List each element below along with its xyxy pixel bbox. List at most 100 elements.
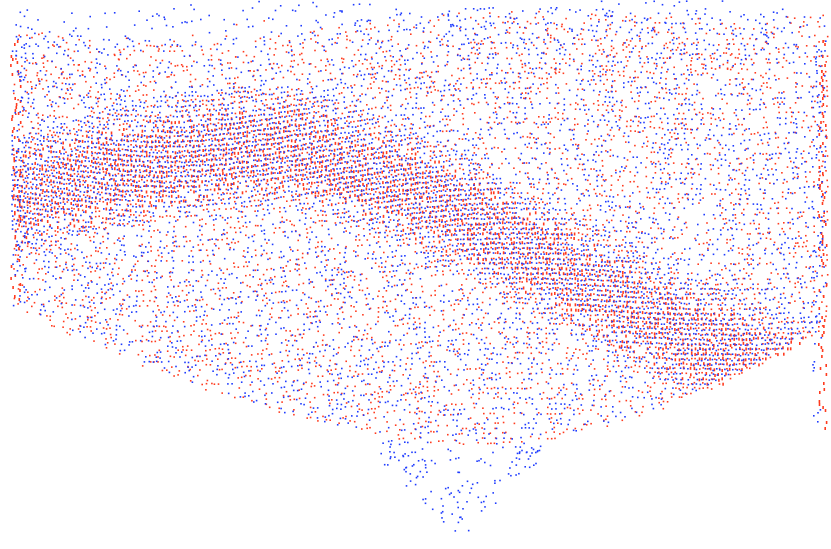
source-point [602,269,604,271]
source-point [549,252,552,255]
source-point [478,377,481,379]
source-point [113,178,115,182]
source-point [557,102,560,104]
source-point [329,373,331,375]
source-point [357,170,360,174]
source-point [537,231,539,233]
source-point [246,174,249,177]
source-point [471,322,473,324]
source-point [170,126,173,130]
source-point [447,244,449,247]
source-point [594,52,597,55]
source-point [586,293,589,296]
source-point [234,191,236,194]
source-point [266,268,268,271]
source-point [209,122,212,125]
source-point [584,277,587,281]
source-point [53,325,55,328]
source-point [305,158,307,160]
source-point [225,287,227,289]
source-point [442,224,445,228]
source-point [505,187,508,189]
source-point [521,241,524,245]
source-point [94,307,96,309]
source-point [178,335,181,338]
source-point [301,178,303,181]
source-point [490,352,493,355]
source-point [609,285,612,287]
source-point [54,244,57,246]
source-point [611,108,613,111]
source-point [51,214,53,216]
source-point [584,218,587,221]
source-point [189,240,191,242]
source-point [488,116,491,119]
source-point [369,22,371,25]
source-point [310,385,313,388]
source-point [357,195,360,199]
source-point [526,242,528,244]
source-point [521,371,523,374]
source-point [313,115,315,117]
source-point [261,133,264,136]
source-point [365,277,368,280]
source-point [26,81,29,83]
source-point [254,210,256,212]
source-point [229,197,231,199]
source-point [218,368,221,371]
source-point [349,274,352,277]
source-point [243,155,245,157]
source-point [397,434,400,436]
source-point [174,200,176,203]
source-point [398,158,401,161]
source-point [50,179,52,183]
source-point [193,134,195,137]
source-point [74,182,77,186]
source-point [382,220,384,224]
source-point [225,188,228,191]
source-point [557,112,559,114]
source-point [294,358,296,361]
source-point [546,261,548,265]
source-point [355,239,357,241]
source-point [245,54,248,57]
source-point [567,261,569,264]
source-point [309,100,311,103]
source-point [250,130,253,132]
source-point [230,316,232,319]
source-point [358,179,360,183]
source-point [542,251,545,253]
source-point [585,272,588,274]
source-point [98,215,100,218]
source-point [604,73,607,76]
source-point [611,73,613,76]
source-point [237,165,239,168]
source-point [53,115,55,117]
source-point [337,142,340,146]
source-point [509,291,511,293]
source-point [41,78,43,81]
source-point [30,247,32,249]
source-point [61,287,64,289]
source-point [538,327,540,330]
source-point [114,203,116,205]
source-point [426,145,429,148]
source-point [402,118,404,120]
source-point [465,203,468,207]
source-point [235,231,237,234]
source-point [558,248,560,251]
source-point [334,187,336,191]
source-point [209,144,212,147]
source-point [577,278,579,280]
source-point [341,212,344,214]
source-point [601,290,603,292]
source-point [298,333,301,336]
source-point [361,199,364,203]
source-point [301,336,303,339]
source-point [184,225,187,228]
source-point [565,222,568,224]
source-point [462,77,465,79]
source-point [46,214,49,218]
source-point [206,204,208,206]
source-point [161,275,163,278]
